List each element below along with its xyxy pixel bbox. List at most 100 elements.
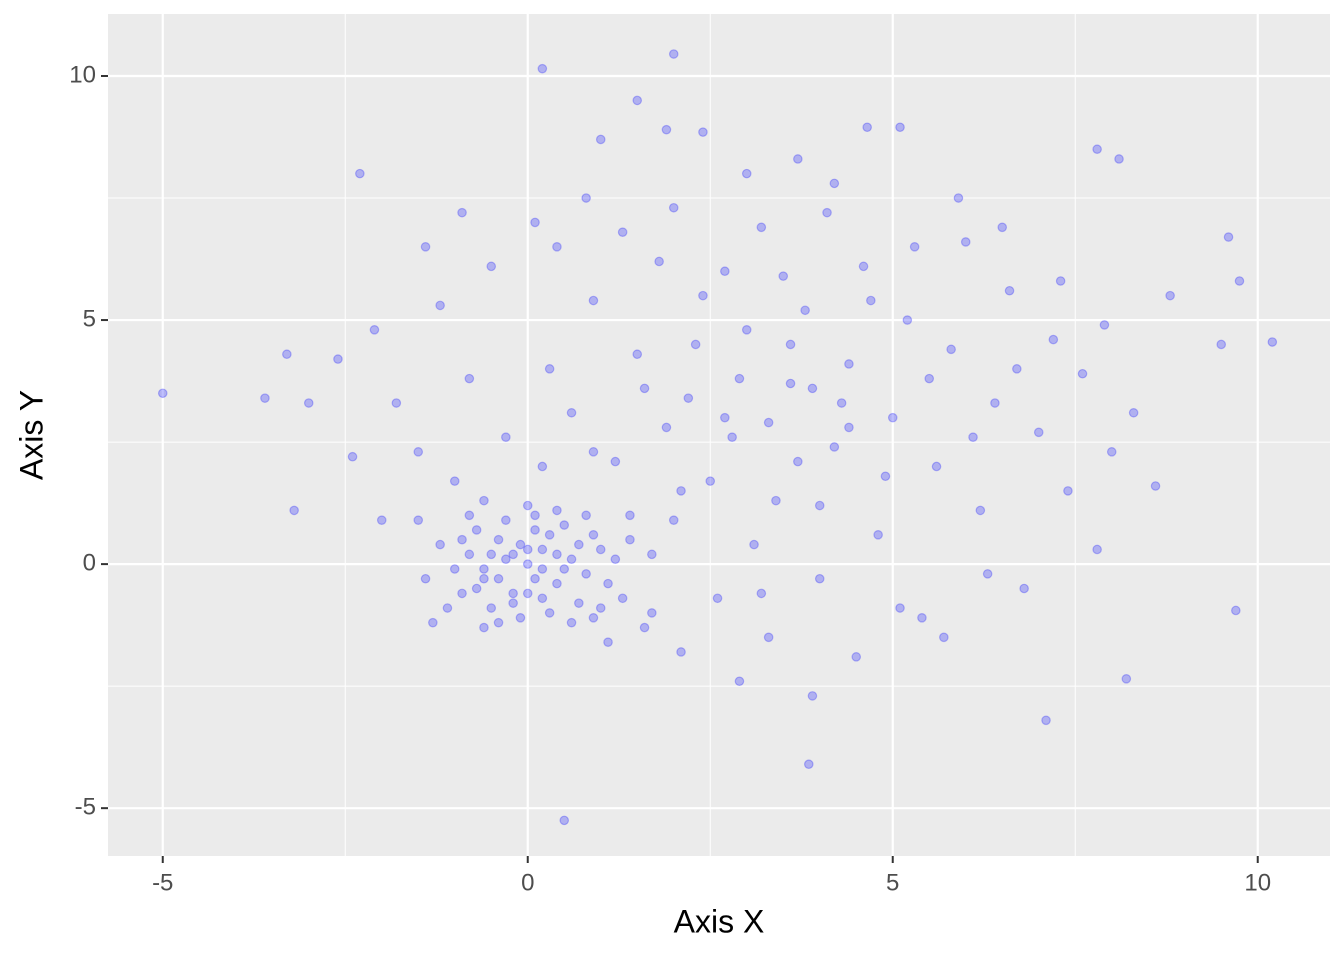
point [428,617,438,628]
point [895,603,905,613]
point [807,383,818,394]
point [391,398,402,408]
point [479,573,489,584]
point [720,266,730,277]
point [880,471,891,482]
point [836,398,847,408]
point [552,578,562,589]
point [1121,674,1132,684]
point [1234,276,1245,286]
point [858,261,869,272]
point [632,95,643,106]
point [939,632,949,643]
point [449,564,460,574]
point [1128,407,1139,418]
point [1063,486,1073,496]
point [960,237,971,247]
point [610,554,621,565]
point [727,432,737,442]
point [625,510,635,521]
point [501,432,511,442]
point [712,593,723,604]
x-tick-label: 5 [886,869,899,896]
point [464,373,475,384]
point [522,588,533,599]
point [698,127,708,137]
point [457,588,467,599]
point [420,573,431,584]
point [617,593,628,604]
point [552,549,562,560]
point [581,193,591,203]
point [705,476,716,486]
x-tick-label: -5 [152,869,173,896]
point [909,242,920,252]
point [420,242,431,252]
point [544,364,555,374]
point [376,515,387,525]
point [756,588,767,599]
point [793,456,803,467]
point [661,124,672,135]
point [486,549,497,560]
point [552,242,562,252]
point [749,539,759,550]
point [595,603,606,613]
point [862,122,872,133]
point [982,569,993,579]
point [574,539,584,550]
point [844,359,854,369]
point [544,530,555,540]
point [997,222,1008,233]
point [741,168,752,179]
point [844,422,854,433]
point [851,652,862,662]
point [282,349,292,360]
point [508,549,518,560]
point [603,578,613,589]
point [1019,583,1029,594]
y-tick-label: -5 [75,794,96,821]
point [464,549,475,560]
point [953,193,964,203]
x-tick-label: 10 [1244,869,1271,896]
point [668,515,679,525]
point [355,168,365,179]
point [603,637,613,648]
point [493,573,504,584]
point [566,407,577,418]
point [435,539,445,550]
y-tick-label: 0 [83,549,96,576]
point [369,325,380,335]
point [457,534,467,545]
point [698,290,708,301]
point [530,573,540,584]
point [347,451,358,462]
point [595,544,606,555]
point [508,598,518,608]
point [515,612,526,623]
point [639,622,650,633]
point [449,476,460,486]
point [559,564,570,574]
point [289,505,299,516]
point [457,207,467,218]
point [493,617,504,628]
point [829,178,840,189]
point [803,759,814,770]
point [1048,334,1059,345]
point [1092,544,1102,555]
point [778,271,789,281]
point [873,530,883,540]
point [486,603,497,613]
point [676,486,686,496]
point [807,691,818,701]
point [654,256,664,267]
point [902,315,913,325]
point [895,122,905,133]
point [522,544,533,555]
point [574,598,584,608]
point [763,632,774,643]
point [829,442,840,452]
point [479,622,489,633]
